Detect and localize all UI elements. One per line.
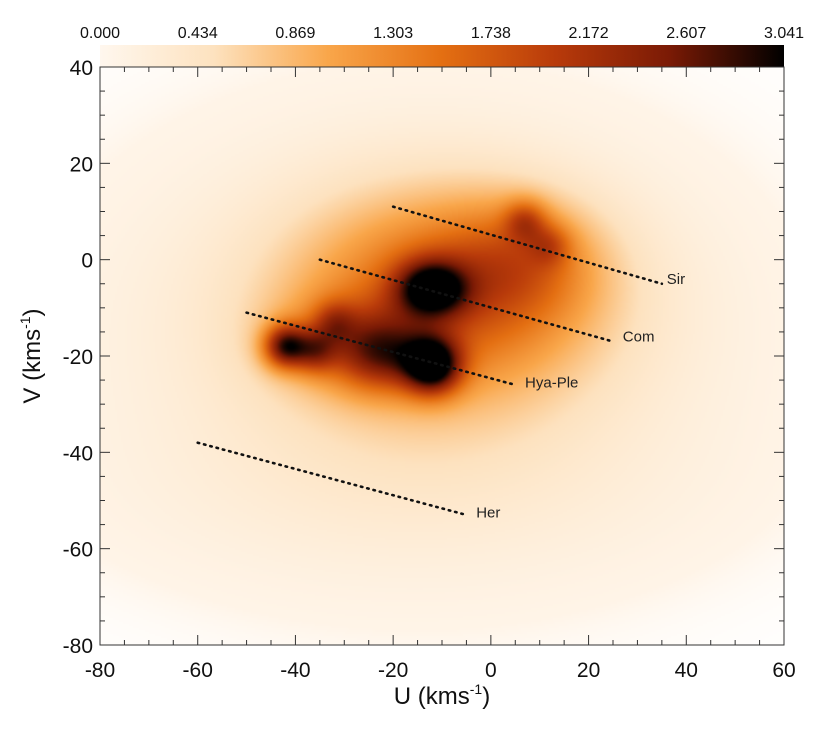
group-label-her: Her: [476, 505, 500, 522]
colorbar: 0.000 0.434 0.869 1.303 1.738 2.172 2.607 3.041: [80, 25, 804, 67]
colorbar-gradient: [100, 45, 784, 67]
group-line-hya-ple: [245, 311, 517, 387]
x-tick-label: -60: [183, 659, 213, 682]
colorbar-tick-label: 1.303: [373, 25, 413, 42]
colorbar-tick-label: 3.041: [764, 25, 804, 42]
x-tick-label: -40: [280, 659, 310, 682]
moving-group-lines: [196, 205, 664, 517]
colorbar-tick-label: 0.000: [80, 25, 120, 42]
group-line-sir: [391, 205, 664, 286]
x-tick-label: 60: [772, 659, 795, 682]
axis-ticks: [99, 66, 785, 646]
colorbar-tick-label: 2.172: [569, 25, 609, 42]
group-line-her: [196, 441, 468, 517]
colorbar-ticks: 0.000 0.434 0.869 1.303 1.738 2.172 2.607 3.041: [80, 25, 804, 42]
y-tick-label: 40: [70, 57, 93, 80]
x-tick-label: -80: [85, 659, 115, 682]
plot-area: Sir Com Hya-Ple Her: [99, 66, 785, 646]
y-axis-label: V (kms-1): [17, 308, 46, 403]
x-tick-label: -20: [378, 659, 408, 682]
y-tick-label: 20: [70, 153, 93, 176]
x-tick-label: 20: [577, 659, 600, 682]
group-label-com: Com: [623, 329, 655, 346]
x-axis-label: U (kms-1): [394, 681, 490, 710]
colorbar-tick-label: 0.869: [275, 25, 315, 42]
y-tick-labels: -80 -60 -40 -20 0 20 40: [63, 57, 93, 658]
colorbar-tick-label: 2.607: [666, 25, 706, 42]
x-tick-labels: -80 -60 -40 -20 0 20 40 60: [85, 659, 796, 682]
x-tick-label: 40: [675, 659, 698, 682]
y-tick-label: -40: [63, 442, 93, 465]
y-tick-label: 0: [81, 250, 93, 273]
y-tick-label: -80: [63, 635, 93, 658]
group-label-hya-ple: Hya-Ple: [525, 374, 578, 391]
colorbar-tick-label: 0.434: [178, 25, 218, 42]
group-line-com: [318, 258, 615, 343]
x-tick-label: 0: [485, 659, 497, 682]
y-tick-label: -60: [63, 539, 93, 562]
y-tick-label: -20: [63, 346, 93, 369]
moving-group-labels: Sir Com Hya-Ple Her: [476, 271, 685, 522]
group-label-sir: Sir: [667, 271, 685, 288]
colorbar-tick-label: 1.738: [471, 25, 511, 42]
density-heatmap: [100, 67, 784, 645]
